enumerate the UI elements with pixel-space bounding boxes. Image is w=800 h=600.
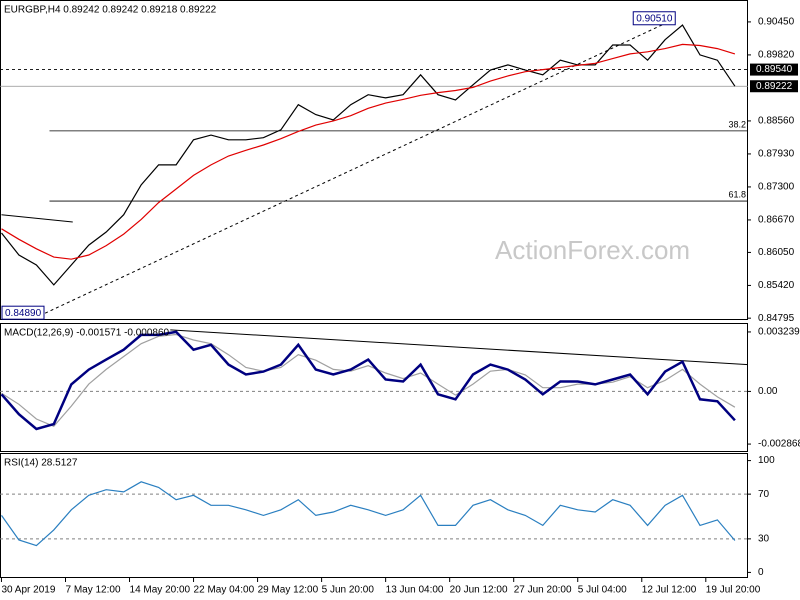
y-tick-label: 0: [758, 567, 764, 578]
panel-frame: [0, 0, 748, 320]
y-tick-label: 30: [758, 534, 770, 545]
annotation-box: [632, 11, 676, 26]
y-tick-label: 100: [758, 455, 775, 466]
y-tick-label: 0.86670: [758, 215, 795, 226]
y-tick-label: -0.002868: [758, 439, 800, 450]
x-tick-label: 30 Apr 2019: [1, 585, 55, 596]
x-tick-label: 14 May 20:00: [130, 585, 191, 596]
series-line: [1, 333, 736, 428]
annotation-label: 0.90510: [636, 13, 673, 24]
fibonacci-label: 38.2: [728, 119, 746, 129]
x-tick-label: 20 Jun 12:00: [450, 585, 508, 596]
y-tick-label: 0.85420: [758, 280, 795, 291]
series-line: [1, 43, 736, 260]
x-tick-label: 5 Jun 20:00: [322, 585, 375, 596]
panel-frame: [0, 323, 748, 452]
y-tick-label: 0.87300: [758, 182, 795, 193]
price-label-box: [750, 63, 798, 76]
panel-title: RSI(14) 28.5127: [4, 458, 78, 469]
series-line: [1, 481, 736, 547]
trendline: [1, 214, 73, 223]
price-label-box: [750, 80, 798, 93]
series-line: [1, 24, 736, 286]
y-tick-label: 0.00: [758, 386, 778, 397]
y-tick-label: 0.003239: [758, 327, 800, 338]
annotation-label: 0.84890: [5, 308, 42, 319]
y-tick-label: 0.88560: [758, 116, 795, 127]
watermark: ActionForex.com: [495, 235, 690, 265]
y-tick-label: 0.84795: [758, 313, 795, 324]
panel-title: EURGBP,H4 0.89242 0.89242 0.89218 0.8922…: [4, 5, 217, 16]
annotation-box: [1, 305, 45, 320]
trendline: [170, 329, 749, 366]
x-tick-label: 29 May 12:00: [258, 585, 319, 596]
x-tick-label: 5 Jul 04:00: [578, 585, 627, 596]
price-label: 0.89540: [756, 64, 793, 75]
x-tick-label: 7 May 12:00: [65, 585, 120, 596]
x-tick-label: 27 Jun 20:00: [514, 585, 572, 596]
x-tick-label: 22 May 04:00: [194, 585, 255, 596]
panel-title: MACD(12,26,9) -0.001571 -0.000860: [4, 328, 170, 339]
x-tick-label: 13 Jun 04:00: [386, 585, 444, 596]
panel-frame: [0, 453, 748, 578]
x-tick-label: 19 Jul 20:00: [706, 585, 761, 596]
y-tick-label: 0.89820: [758, 50, 795, 61]
x-tick-label: 12 Jul 12:00: [642, 585, 697, 596]
series-line: [0, 330, 736, 431]
y-tick-label: 70: [758, 489, 770, 500]
trendline: [44, 18, 676, 314]
price-label: 0.89222: [756, 81, 793, 92]
y-tick-label: 0.90450: [758, 17, 795, 28]
y-tick-label: 0.87930: [758, 149, 795, 160]
y-tick-label: 0.86050: [758, 247, 795, 258]
fibonacci-label: 61.8: [728, 189, 746, 199]
